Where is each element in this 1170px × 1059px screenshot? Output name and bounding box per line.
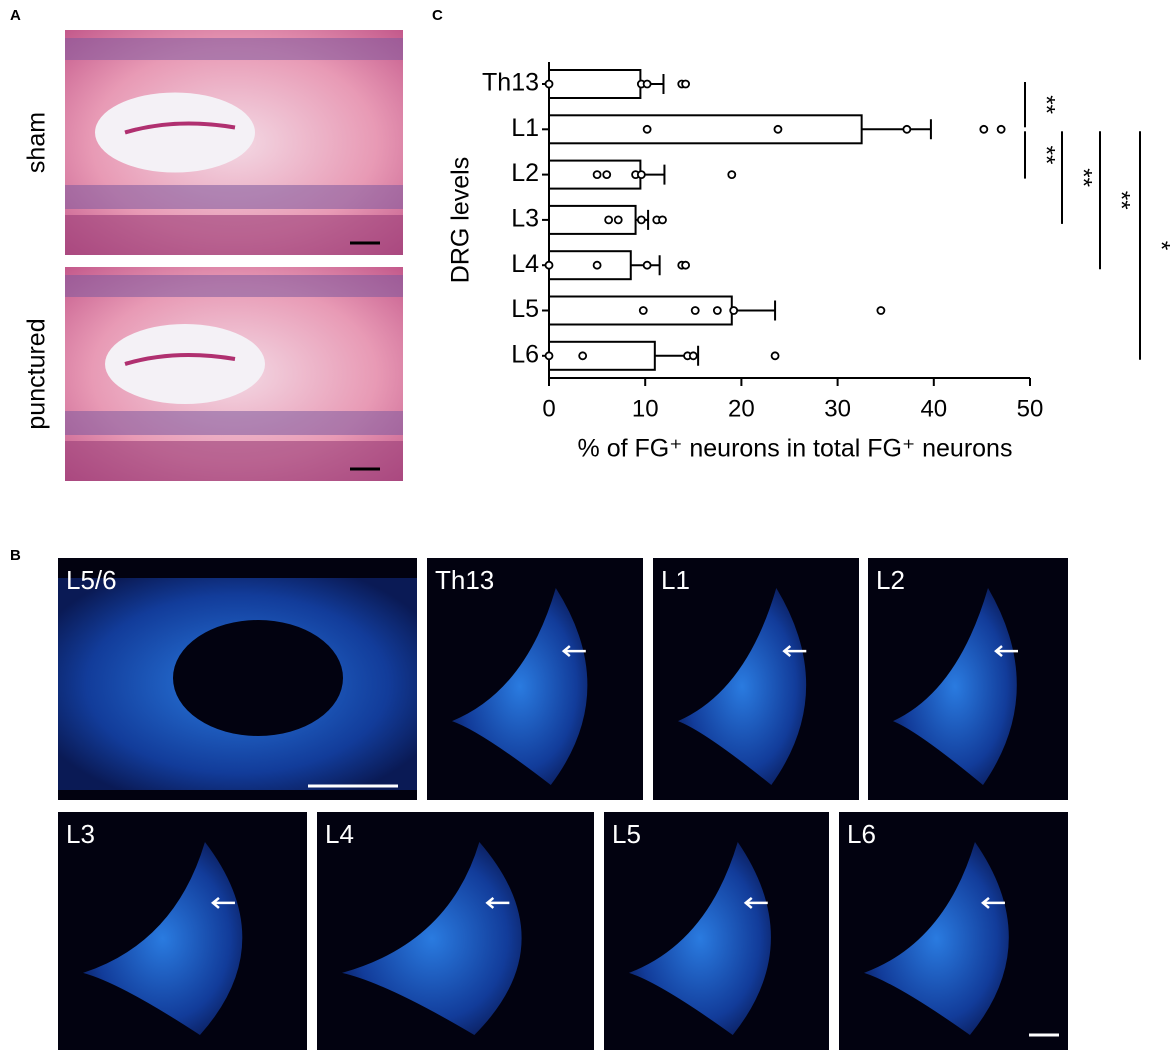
y-tick-label: L2 (511, 159, 539, 187)
image-label: L6 (847, 819, 876, 849)
data-point (592, 260, 602, 270)
ganglion (864, 842, 1009, 1035)
arrow (743, 896, 768, 909)
data-point (636, 170, 646, 180)
bar (548, 250, 632, 281)
data-point (729, 306, 739, 315)
tissue-streak (124, 121, 236, 135)
error-bar (861, 119, 932, 140)
data-point (876, 306, 886, 315)
nucleus-pulposus (105, 324, 265, 404)
bar (548, 340, 656, 371)
x-tick-label: 40 (920, 395, 947, 422)
nucleus-pulposus (95, 92, 255, 173)
data-point (681, 79, 691, 89)
significance-label: ** (1033, 146, 1060, 165)
panel-label: A (10, 7, 21, 24)
y-tick-label: L3 (511, 205, 539, 233)
significance-label: ** (1108, 191, 1135, 210)
significance-label: * (1148, 241, 1170, 250)
bone-marrow (65, 215, 403, 255)
bar (548, 69, 642, 99)
data-point (636, 215, 646, 225)
data-point (613, 215, 623, 225)
arrow (980, 896, 1005, 909)
arrow (210, 896, 235, 909)
image-label: sham (23, 112, 51, 173)
data-point (658, 215, 667, 225)
significance-label: ** (1033, 95, 1060, 114)
data-point (642, 124, 652, 134)
bar (548, 295, 733, 326)
arrow (561, 645, 586, 658)
image-label: punctured (23, 318, 51, 429)
error-bar (731, 300, 777, 321)
ganglion (83, 842, 243, 1035)
x-axis-title: % of FG⁺ neurons in total FG⁺ neurons (578, 435, 1013, 463)
y-tick-label: Th13 (482, 69, 539, 97)
data-point (642, 260, 652, 270)
x-tick-label: 30 (824, 395, 851, 422)
data-point (592, 170, 602, 180)
data-point (773, 124, 783, 134)
y-tick-label: L5 (511, 295, 539, 323)
data-point (712, 306, 722, 315)
x-tick-label: 50 (1017, 395, 1044, 422)
data-point (979, 124, 989, 134)
data-point (770, 351, 780, 361)
ganglion (893, 588, 1017, 785)
data-point (681, 260, 691, 270)
data-point (638, 306, 648, 315)
image-label: Th13 (435, 565, 494, 595)
image-label: L3 (66, 819, 95, 849)
data-point (642, 79, 652, 89)
bone-marrow (65, 441, 403, 481)
data-point (604, 215, 614, 225)
tissue-band (65, 411, 403, 435)
data-point (727, 170, 737, 180)
ganglion (342, 842, 522, 1035)
arrow (994, 645, 1018, 658)
ganglion (629, 842, 771, 1035)
arrow (782, 645, 807, 658)
tissue-band (65, 38, 403, 60)
x-tick-label: 10 (632, 395, 659, 422)
data-point (544, 260, 554, 270)
y-tick-label: L4 (511, 250, 539, 278)
data-point (688, 351, 698, 361)
y-tick-label: L6 (511, 340, 539, 368)
data-point (602, 170, 612, 180)
tissue-band (65, 275, 403, 297)
y-tick-label: L1 (511, 114, 539, 142)
image-label: L5/6 (66, 565, 117, 595)
disc-space (173, 620, 343, 736)
image-label: L2 (876, 565, 905, 595)
x-tick-label: 20 (728, 395, 755, 422)
y-axis-title: DRG levels (447, 157, 475, 283)
ganglion (452, 588, 588, 785)
panel-label: B (10, 547, 21, 564)
arrow (485, 896, 510, 909)
tissue-band (65, 185, 403, 209)
data-point (578, 351, 588, 361)
image-label: L1 (661, 565, 690, 595)
data-point (996, 124, 1006, 134)
data-point (902, 124, 912, 134)
image-label: L4 (325, 819, 354, 849)
data-point (544, 351, 554, 361)
panel-label: C (432, 7, 443, 24)
tissue-streak (124, 353, 236, 366)
data-point (544, 79, 554, 89)
ganglion (678, 588, 807, 785)
x-tick-label: 0 (542, 395, 555, 422)
bar (548, 114, 863, 145)
image-label: L5 (612, 819, 641, 849)
data-point (690, 306, 700, 315)
significance-label: ** (1070, 168, 1097, 187)
